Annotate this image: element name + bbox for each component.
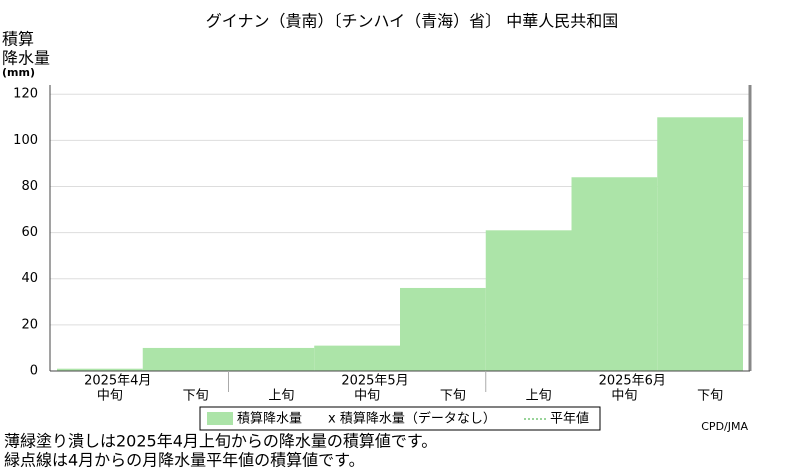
y-tick-label: 120 xyxy=(13,87,38,102)
x-tick-label: 下旬 xyxy=(183,389,209,404)
chart-title: グイナン（貴南）〔チンハイ（青海）省〕 中華人民共和国 xyxy=(206,12,618,31)
step-area xyxy=(314,345,400,371)
x-tick-label: 中旬 xyxy=(354,389,380,404)
step-area xyxy=(485,230,572,371)
x-tick-label: 下旬 xyxy=(697,389,723,404)
source: CPD/JMA xyxy=(701,420,748,433)
month-label: 2025年6月 xyxy=(599,374,666,389)
step-area xyxy=(400,287,486,371)
note: 薄緑塗り潰しは2025年4月上旬からの降水量の積算値です。 xyxy=(4,432,437,451)
y-tick-label: 40 xyxy=(21,271,38,286)
note: 緑点線は4月からの月降水量平年値の積算値です。 xyxy=(4,451,365,470)
y-tick-label: 80 xyxy=(21,179,38,194)
x-tick-label: 中旬 xyxy=(97,389,123,404)
x-tick-label: 上旬 xyxy=(526,389,552,404)
step-area xyxy=(142,347,229,371)
y-label: (mm) xyxy=(2,66,35,79)
legend-swatch xyxy=(207,412,233,425)
step-area xyxy=(228,347,315,371)
y-label: 降水量 xyxy=(2,49,50,68)
y-tick-label: 100 xyxy=(13,133,38,148)
step-area xyxy=(57,368,143,371)
step-area xyxy=(571,177,658,371)
legend-label: 平年値 xyxy=(550,411,589,427)
x-tick-label: 下旬 xyxy=(440,389,466,404)
y-tick-label: 20 xyxy=(21,317,38,332)
legend-label: x 積算降水量（データなし） xyxy=(328,411,496,427)
y-tick-label: 0 xyxy=(30,364,38,379)
y-tick-label: 60 xyxy=(21,225,38,240)
month-label: 2025年4月 xyxy=(84,374,151,389)
legend-label: 積算降水量 xyxy=(237,412,302,427)
month-label: 2025年5月 xyxy=(341,374,408,389)
step-area xyxy=(657,117,743,372)
x-tick-label: 中旬 xyxy=(611,389,637,404)
y-label: 積算 xyxy=(2,30,34,49)
legend-box xyxy=(199,406,601,431)
x-tick-label: 上旬 xyxy=(268,389,294,404)
